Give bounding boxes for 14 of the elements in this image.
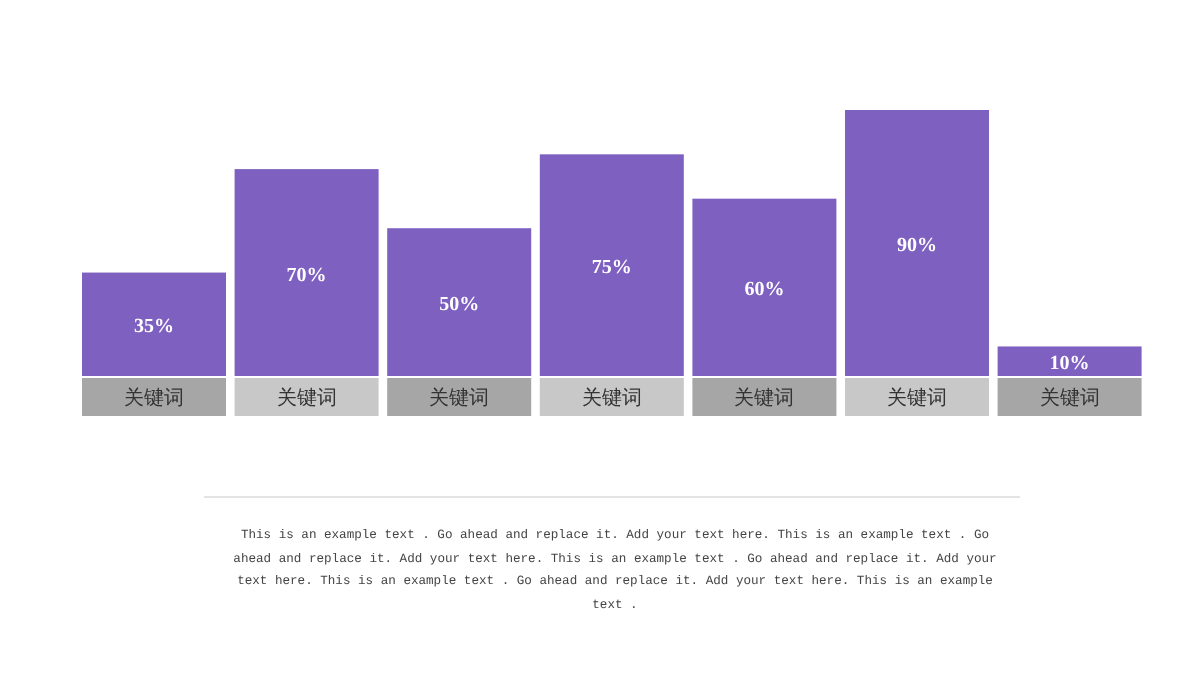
data-label: 90%	[897, 235, 937, 257]
x-tick-label: 关键词	[581, 386, 642, 410]
x-tick-label: 关键词	[734, 386, 795, 410]
data-label: 50%	[439, 294, 480, 317]
x-tick-label: 关键词	[1039, 386, 1100, 410]
data-label: 35%	[134, 316, 174, 339]
data-label: 75%	[591, 257, 632, 280]
x-tick-label: 关键词	[124, 386, 184, 410]
x-tick-label: 关键词	[429, 386, 490, 410]
x-tick-label: 关键词	[887, 386, 947, 410]
data-label: 10%	[1049, 353, 1090, 376]
x-tick-label: 关键词	[276, 386, 337, 410]
data-label: 70%	[286, 264, 327, 287]
data-label: 60%	[744, 279, 785, 302]
